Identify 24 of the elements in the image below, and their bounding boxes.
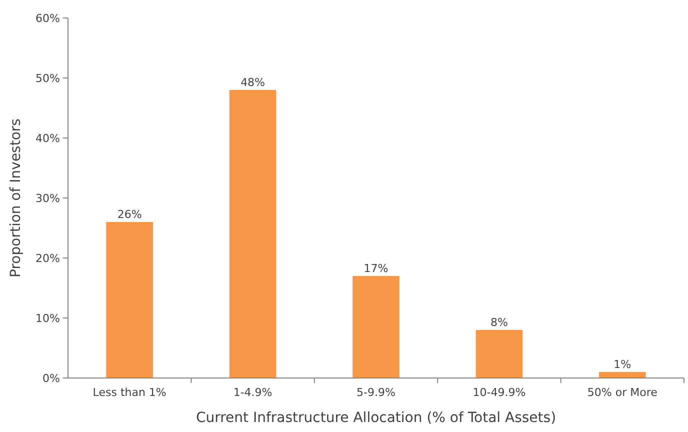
x-tick-label: Less than 1% <box>92 386 166 399</box>
y-tick-label: 40% <box>36 132 60 145</box>
y-tick-label: 10% <box>36 312 60 325</box>
y-axis-title: Proportion of Investors <box>8 118 24 278</box>
x-axis-title: Current Infrastructure Allocation (% of Total Assets) <box>196 410 556 426</box>
data-label: 8% <box>490 316 508 329</box>
bar <box>352 276 400 378</box>
y-tick-label: 0% <box>42 372 60 385</box>
x-tick-label: 10-49.9% <box>472 386 526 399</box>
bar <box>229 90 276 378</box>
data-label: 1% <box>614 358 632 371</box>
data-label: 26% <box>117 208 142 221</box>
bar <box>476 330 523 378</box>
y-tick-label: 50% <box>36 72 60 85</box>
x-tick-label: 50% or More <box>587 386 658 399</box>
y-tick-label: 30% <box>36 192 60 205</box>
bar <box>106 222 154 378</box>
x-tick-label: 1-4.9% <box>233 386 272 399</box>
bar <box>598 372 646 378</box>
data-label: 17% <box>364 262 388 275</box>
x-tick-label: 5-9.9% <box>356 386 396 399</box>
y-tick-label: 20% <box>36 252 60 265</box>
y-tick-label: 60% <box>36 12 60 25</box>
data-label: 48% <box>240 76 266 89</box>
